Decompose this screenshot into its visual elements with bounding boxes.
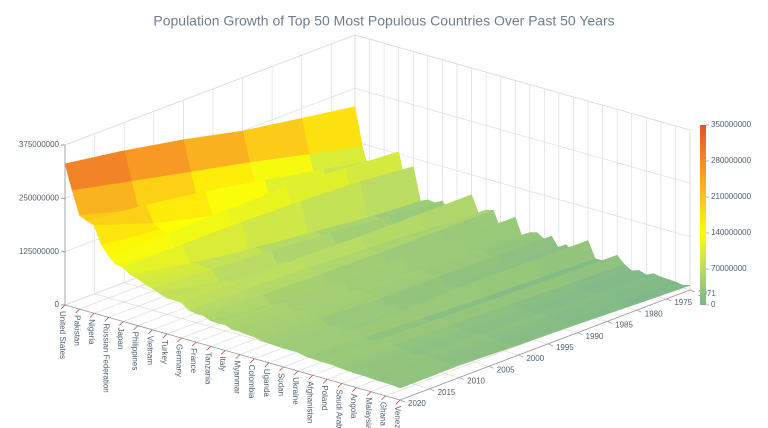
x-tick <box>264 362 270 368</box>
category-label: Saudi Arabia <box>335 389 344 428</box>
year-tick <box>459 377 465 380</box>
x-tick <box>75 308 80 314</box>
category-label: Malaysia <box>364 398 373 428</box>
x-tick <box>250 358 255 363</box>
year-tick-label: 1980 <box>645 309 663 318</box>
year-tick-label: 2000 <box>526 354 544 363</box>
year-tick <box>689 289 696 293</box>
colorbar-tick-label: 140000000 <box>711 228 752 237</box>
category-label: Germany <box>174 344 183 377</box>
category-label: Pakistan <box>72 315 81 346</box>
year-tick <box>547 343 554 347</box>
category-label: Russian Federation <box>102 323 111 392</box>
z-tick-label: 250000000 <box>19 193 60 202</box>
category-label: Italy <box>218 356 227 371</box>
axis-line <box>64 304 401 401</box>
colorbar-tick-label: 350000000 <box>711 120 752 129</box>
x-tick <box>308 374 313 380</box>
x-tick <box>366 391 372 396</box>
year-tick-label: 1971 <box>698 289 716 298</box>
surface-cell <box>391 364 460 389</box>
year-tick <box>399 399 406 403</box>
category-label: Ghana <box>378 402 387 427</box>
x-tick <box>191 341 197 347</box>
category-label: Sudan <box>276 373 285 396</box>
x-tick <box>133 325 139 330</box>
x-tick <box>119 321 124 326</box>
category-label: Myanmar <box>233 361 242 395</box>
category-label: Tanzania <box>204 352 213 385</box>
axis-line <box>399 289 691 401</box>
category-label: Venezuela <box>393 406 402 428</box>
x-tick <box>381 395 386 401</box>
category-label: Japan <box>116 328 125 350</box>
category-label: France <box>189 348 198 373</box>
colorbar-tick-label: 70000000 <box>711 264 747 273</box>
year-tick <box>429 388 435 392</box>
colorbar <box>700 125 706 305</box>
colorbar-tick-label: 0 <box>711 300 716 309</box>
year-tick <box>636 309 642 313</box>
category-label: United States <box>58 311 67 359</box>
year-tick <box>607 321 613 324</box>
colorbar-tick-label: 280000000 <box>711 156 752 165</box>
x-tick <box>279 366 284 372</box>
category-label: Nigeria <box>87 319 96 345</box>
category-label: Vietnam <box>145 336 154 366</box>
category-label: Poland <box>320 385 329 410</box>
z-tick-label: 125000000 <box>19 247 60 256</box>
category-label: Ukraine <box>291 377 300 405</box>
year-tick-label: 2020 <box>408 399 426 408</box>
year-tick <box>518 354 524 358</box>
year-tick-label: 1990 <box>586 332 604 341</box>
z-tick-label: 375000000 <box>19 140 60 149</box>
category-label: Afghanistan <box>305 381 314 423</box>
x-tick <box>293 370 299 376</box>
x-tick <box>337 383 342 388</box>
x-tick <box>162 333 168 339</box>
year-tick-label: 1975 <box>674 298 692 307</box>
colorbar-tick-label: 210000000 <box>711 192 752 201</box>
category-label: Turkey <box>160 340 169 364</box>
year-tick-label: 2015 <box>438 388 456 397</box>
year-tick-label: 2010 <box>467 377 485 386</box>
category-label: Colombia <box>247 365 256 399</box>
year-tick-label: 1985 <box>615 321 633 330</box>
x-tick <box>148 329 153 335</box>
x-tick <box>104 317 109 322</box>
year-tick <box>488 366 494 369</box>
x-tick <box>89 313 95 318</box>
category-label: Angola <box>349 394 358 419</box>
x-tick <box>206 346 211 351</box>
category-label: Uganda <box>262 369 271 398</box>
x-tick <box>60 304 66 310</box>
z-tick-label: 0 <box>55 300 60 309</box>
x-tick <box>322 379 328 384</box>
x-tick <box>177 337 182 343</box>
year-tick-label: 2005 <box>497 365 515 374</box>
x-tick <box>235 354 241 359</box>
year-tick <box>666 298 672 302</box>
year-tick-label: 1995 <box>556 343 574 352</box>
x-tick <box>395 399 401 405</box>
year-tick <box>577 332 583 335</box>
x-tick <box>220 350 226 355</box>
category-label: Philippines <box>131 332 140 371</box>
chart-title: Population Growth of Top 50 Most Populou… <box>153 13 614 29</box>
x-tick <box>352 387 357 392</box>
